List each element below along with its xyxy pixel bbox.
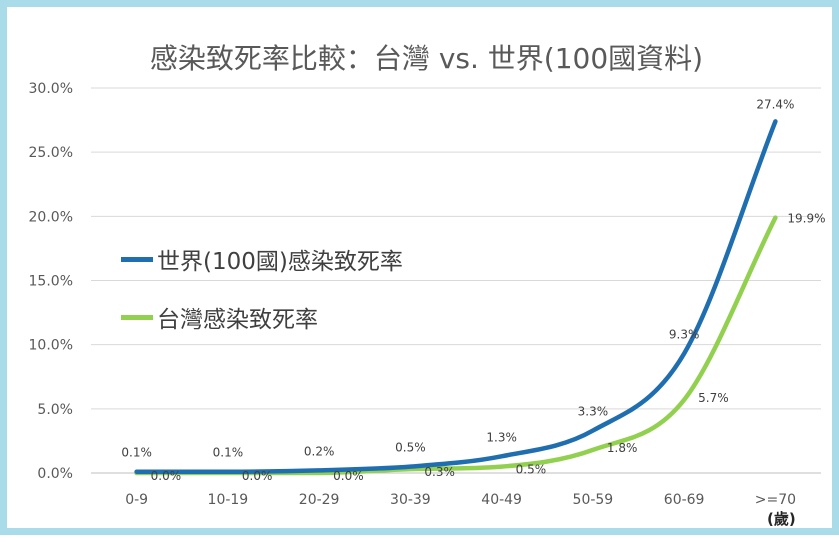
y-tick-label: 5.0% bbox=[37, 402, 73, 418]
legend-swatch-world bbox=[121, 256, 153, 262]
x-tick-label: 60-69 bbox=[664, 492, 705, 508]
x-tick-label: 50-59 bbox=[573, 492, 614, 508]
series-line-world bbox=[134, 119, 778, 474]
x-tick-label: 30-39 bbox=[390, 492, 431, 508]
x-tick-label: 20-29 bbox=[299, 492, 340, 508]
legend-item-taiwan: 台灣感染致死率 bbox=[121, 302, 318, 333]
x-tick-label: 10-19 bbox=[208, 492, 249, 508]
data-label-taiwan: 0.0% bbox=[333, 469, 364, 483]
y-tick-label: 0.0% bbox=[37, 466, 73, 482]
data-label-taiwan: 5.7% bbox=[698, 391, 729, 405]
data-label-world: 0.1% bbox=[213, 446, 244, 460]
x-tick-label: 0-9 bbox=[125, 492, 148, 508]
data-label-world: 0.1% bbox=[121, 446, 152, 460]
y-tick-label: 15.0% bbox=[29, 274, 73, 290]
y-tick-label: 20.0% bbox=[29, 209, 73, 225]
chart-title: 感染致死率比較：台灣 vs. 世界(100國資料) bbox=[149, 42, 704, 75]
data-label-world: 9.3% bbox=[669, 328, 700, 342]
y-tick-label: 10.0% bbox=[29, 338, 73, 354]
legend-label-taiwan: 台灣感染致死率 bbox=[157, 307, 318, 333]
data-label-world: 0.2% bbox=[304, 444, 335, 458]
legend-swatch-taiwan bbox=[121, 314, 153, 320]
legend-label-world: 世界(100國)感染致死率 bbox=[157, 249, 403, 275]
data-label-taiwan: 0.5% bbox=[516, 463, 547, 477]
data-label-world: 0.5% bbox=[395, 441, 426, 455]
x-axis-unit-label: (歲) bbox=[767, 510, 796, 528]
line-chart: 0.0% 5.0% 10.0% 15.0% 20.0% 25.0% 30.0% 0-9 10-1… bbox=[29, 81, 826, 508]
data-label-world: 27.4% bbox=[756, 97, 794, 111]
data-label-taiwan: 0.0% bbox=[151, 469, 182, 483]
y-tick-label: 30.0% bbox=[29, 81, 73, 97]
data-label-taiwan: 19.9% bbox=[787, 212, 825, 226]
legend-item-world: 世界(100國)感染致死率 bbox=[121, 244, 403, 275]
data-label-world: 1.3% bbox=[486, 430, 517, 444]
data-label-taiwan: 1.8% bbox=[607, 441, 638, 455]
data-label-world: 3.3% bbox=[578, 405, 609, 419]
data-label-taiwan: 0.0% bbox=[242, 469, 273, 483]
data-label-taiwan: 0.3% bbox=[424, 465, 455, 479]
x-tick-label: >=70 bbox=[755, 492, 796, 508]
y-tick-label: 25.0% bbox=[29, 145, 73, 161]
x-tick-label: 40-49 bbox=[481, 492, 522, 508]
